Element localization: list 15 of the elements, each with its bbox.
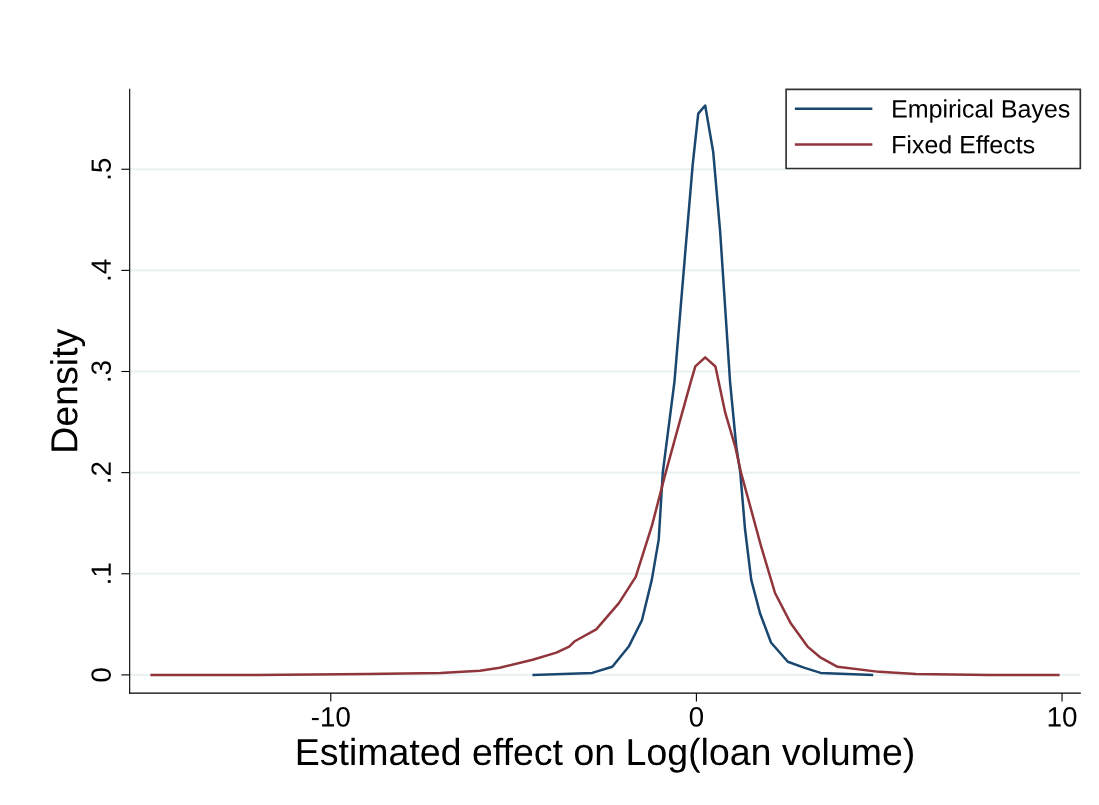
y-tick-label: 0 xyxy=(91,668,111,682)
y-tick-label: .1 xyxy=(91,563,111,583)
x-tick-label: 0 xyxy=(689,707,704,727)
x-tick-label: -10 xyxy=(311,707,350,727)
y-axis-title: Density xyxy=(50,328,86,451)
x-tick-label: 10 xyxy=(1048,707,1077,727)
legend-label: Fixed Effects xyxy=(893,135,1035,154)
y-tick-label: .3 xyxy=(91,361,111,381)
y-tick-label: .5 xyxy=(91,158,111,179)
y-tick-label: .4 xyxy=(91,259,111,280)
y-tick-label: .2 xyxy=(91,462,111,482)
line-series xyxy=(150,356,1060,677)
x-axis-title: Estimated effect on Log(loan volume) xyxy=(297,737,913,773)
legend-label: Empirical Bayes xyxy=(893,99,1070,123)
line-series xyxy=(532,104,874,677)
